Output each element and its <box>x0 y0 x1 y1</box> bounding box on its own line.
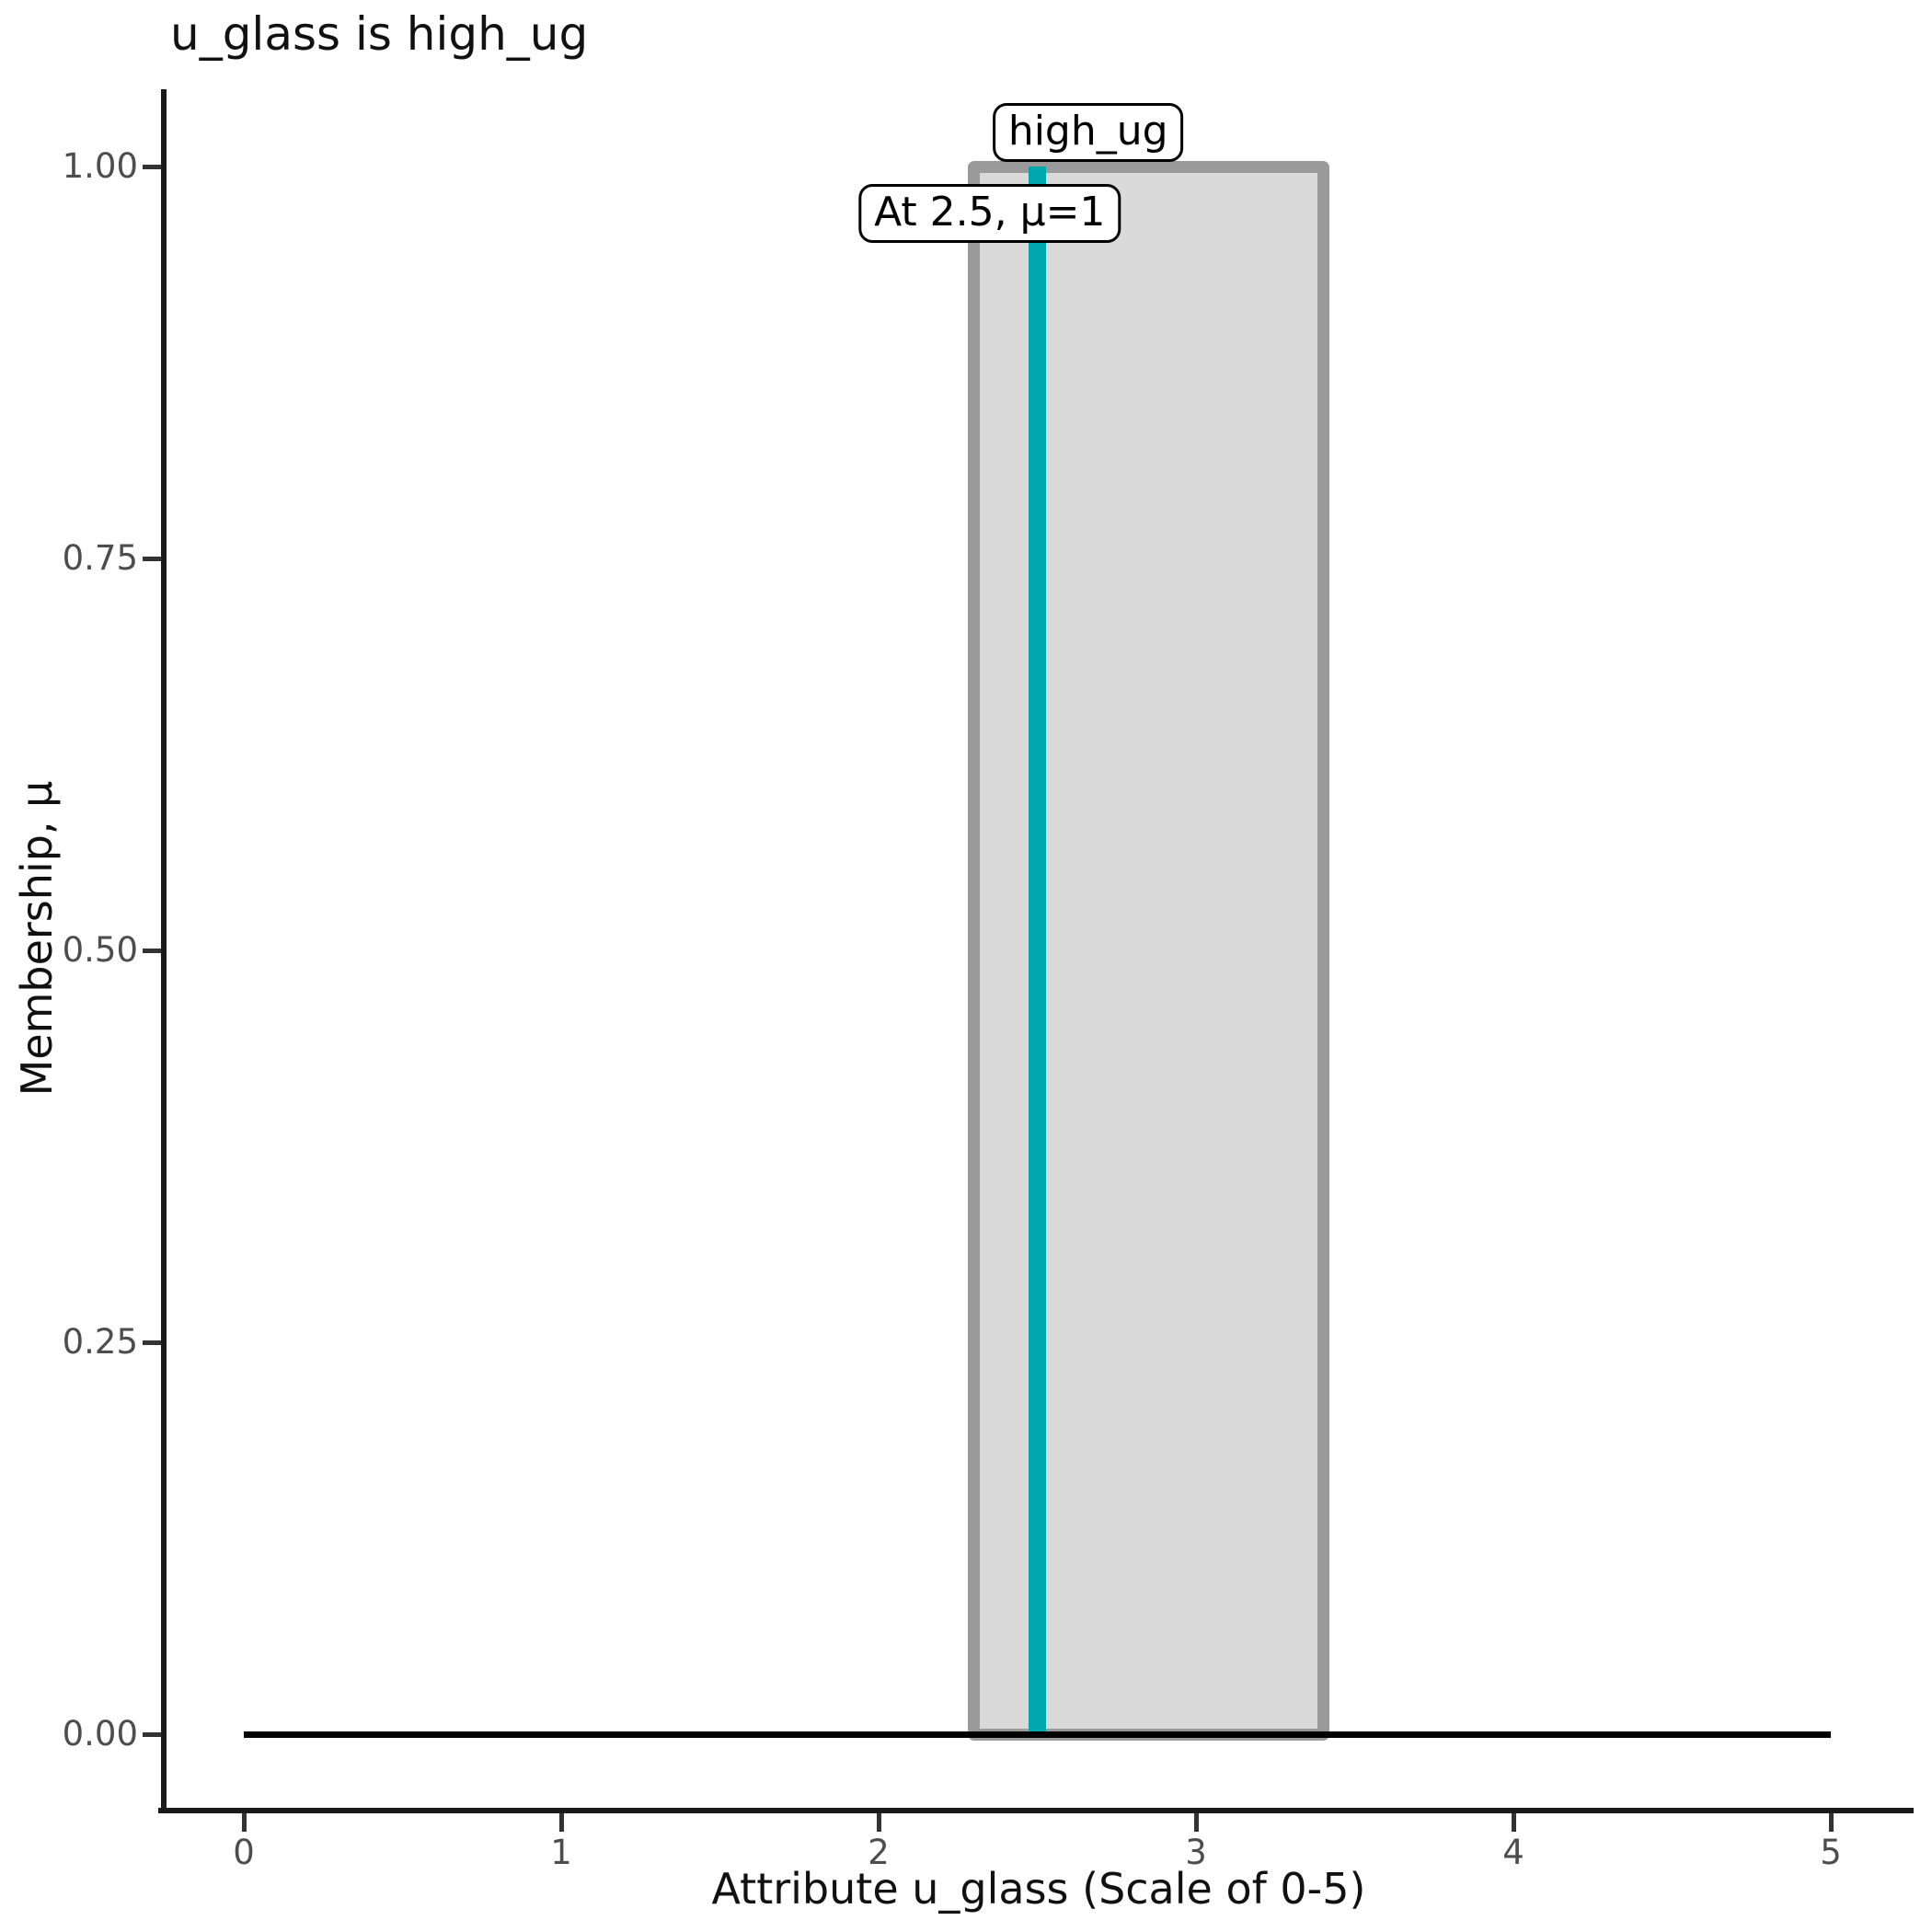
y-tick-label: 0.25 <box>62 1322 138 1362</box>
x-tick-label: 3 <box>1185 1833 1207 1872</box>
x-tick-mark <box>1511 1813 1516 1832</box>
membership-function-rectangle <box>968 160 1329 1741</box>
chart-title: u_glass is high_ug <box>170 7 589 61</box>
set-name-label: high_ug <box>992 102 1184 162</box>
x-tick-label: 5 <box>1820 1833 1842 1872</box>
crisp-input-marker-line <box>1029 167 1046 1734</box>
zero-membership-baseline <box>244 1731 1831 1738</box>
y-tick-mark <box>143 1340 161 1345</box>
x-tick-label: 1 <box>550 1833 572 1872</box>
membership-value-label: At 2.5, μ=1 <box>858 184 1121 244</box>
y-tick-mark <box>143 948 161 953</box>
x-tick-label: 4 <box>1502 1833 1524 1872</box>
x-axis-title: Attribute u_glass (Scale of 0-5) <box>711 1864 1366 1914</box>
y-tick-label: 0.00 <box>62 1714 138 1754</box>
x-tick-mark <box>1828 1813 1834 1832</box>
y-tick-mark <box>143 556 161 561</box>
x-tick-mark <box>1193 1813 1199 1832</box>
y-tick-label: 0.50 <box>62 930 138 970</box>
y-axis-line <box>161 89 167 1813</box>
membership-value-label-text: At 2.5, μ=1 <box>874 189 1106 236</box>
x-tick-mark <box>558 1813 564 1832</box>
x-tick-mark <box>241 1813 247 1832</box>
y-tick-mark <box>143 1731 161 1737</box>
x-axis-line <box>158 1808 1914 1813</box>
y-tick-label: 1.00 <box>62 146 138 186</box>
y-tick-label: 0.75 <box>62 538 138 578</box>
x-tick-label: 2 <box>868 1833 890 1872</box>
set-name-label-text: high_ug <box>1007 107 1168 155</box>
x-tick-mark <box>876 1813 881 1832</box>
x-tick-label: 0 <box>233 1833 255 1872</box>
y-tick-mark <box>143 164 161 169</box>
